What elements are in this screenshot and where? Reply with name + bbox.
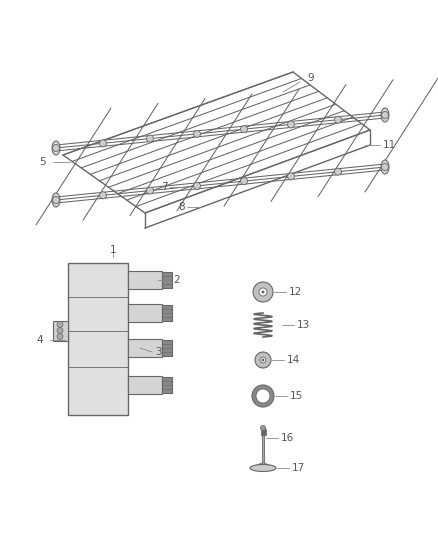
Circle shape — [260, 357, 266, 363]
Ellipse shape — [381, 108, 389, 122]
Circle shape — [335, 168, 342, 175]
Circle shape — [381, 111, 389, 118]
Text: 11: 11 — [383, 140, 396, 150]
Bar — [162, 340, 172, 356]
Bar — [261, 429, 265, 435]
Circle shape — [57, 321, 63, 327]
Text: 4: 4 — [36, 335, 43, 345]
Text: 3: 3 — [155, 347, 162, 357]
Text: 12: 12 — [289, 287, 302, 297]
Ellipse shape — [52, 141, 60, 155]
Circle shape — [57, 327, 63, 334]
Circle shape — [287, 121, 294, 128]
Circle shape — [240, 177, 247, 184]
Text: 9: 9 — [307, 73, 314, 83]
Text: 2: 2 — [173, 275, 180, 285]
Circle shape — [240, 126, 247, 133]
Text: 1: 1 — [110, 245, 117, 255]
Circle shape — [146, 135, 153, 142]
Text: 13: 13 — [297, 320, 310, 330]
Bar — [128, 271, 162, 289]
Text: 5: 5 — [39, 157, 46, 167]
Circle shape — [287, 173, 294, 180]
Circle shape — [253, 282, 273, 302]
Circle shape — [53, 144, 60, 151]
Bar — [162, 272, 172, 288]
Circle shape — [53, 197, 60, 204]
Circle shape — [99, 192, 106, 199]
Polygon shape — [250, 463, 276, 468]
Circle shape — [99, 140, 106, 147]
Text: 14: 14 — [287, 355, 300, 365]
Circle shape — [335, 116, 342, 123]
Circle shape — [194, 182, 201, 189]
Bar — [128, 376, 162, 394]
Circle shape — [261, 290, 265, 294]
Bar — [262, 430, 264, 463]
Circle shape — [255, 352, 271, 368]
Text: 16: 16 — [281, 433, 294, 443]
Bar — [128, 339, 162, 357]
Circle shape — [252, 385, 274, 407]
Ellipse shape — [52, 193, 60, 207]
Text: 7: 7 — [161, 182, 168, 192]
Circle shape — [194, 131, 201, 138]
Circle shape — [381, 164, 389, 171]
Circle shape — [261, 425, 265, 431]
Bar — [162, 377, 172, 393]
Text: 8: 8 — [178, 202, 185, 212]
Circle shape — [259, 288, 267, 296]
Circle shape — [261, 359, 265, 361]
Ellipse shape — [250, 464, 276, 472]
Bar — [128, 304, 162, 322]
Bar — [162, 305, 172, 321]
Text: 15: 15 — [290, 391, 303, 401]
Bar — [53, 320, 68, 341]
Polygon shape — [68, 263, 128, 415]
Circle shape — [256, 389, 270, 403]
Ellipse shape — [381, 160, 389, 174]
Text: 17: 17 — [292, 463, 305, 473]
Circle shape — [57, 334, 63, 340]
Circle shape — [146, 187, 153, 194]
